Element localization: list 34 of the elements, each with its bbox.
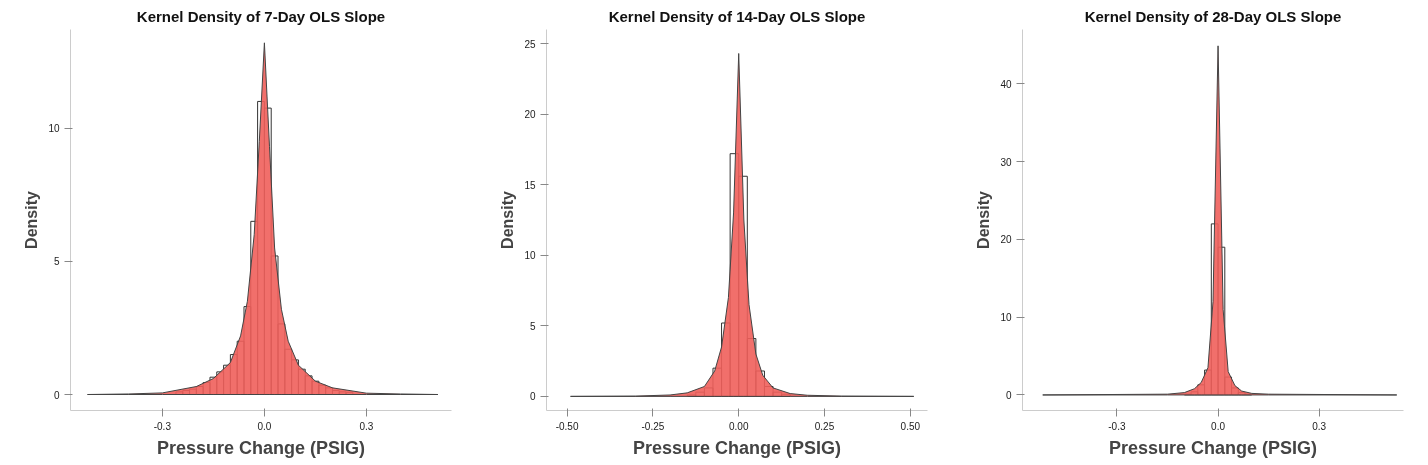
x-axis-title: Pressure Change (PSIG) [156, 437, 366, 458]
x-tick-label: 0.0 [257, 420, 272, 432]
x-tick-label: 0.00 [728, 420, 749, 432]
y-tick-label: 25 [524, 38, 536, 50]
x-axis-title: Pressure Change (PSIG) [632, 437, 842, 458]
y-tick-label: 10 [524, 250, 536, 262]
y-axis-title: Density [499, 191, 517, 249]
chart-title: Kernel Density of 14-Day OLS Slope [608, 7, 866, 25]
x-tick-label: -0.3 [1108, 420, 1126, 432]
y-tick-label: 15 [524, 179, 536, 191]
x-tick-label: 0.3 [1312, 420, 1327, 432]
y-tick-label: 0 [529, 391, 536, 403]
y-axis-title: Density [975, 191, 993, 249]
x-axis-title: Pressure Change (PSIG) [1108, 437, 1318, 458]
x-tick-label: 0.0 [1211, 420, 1226, 432]
y-tick-label: 10 [1000, 312, 1012, 324]
y-tick-label: 0 [53, 389, 60, 401]
y-tick-label: 5 [53, 256, 60, 268]
y-tick-label: 0 [1005, 389, 1012, 401]
y-tick-label: 10 [48, 123, 60, 135]
x-tick-label: 0.25 [814, 420, 835, 432]
y-tick-label: 20 [524, 109, 536, 121]
x-tick-label: -0.50 [555, 420, 579, 432]
y-tick-label: 30 [1000, 156, 1012, 168]
y-axis-title: Density [23, 191, 41, 249]
x-tick-label: 0.3 [359, 420, 374, 432]
y-tick-label: 40 [1000, 78, 1012, 90]
y-tick-label: 5 [529, 320, 536, 332]
x-tick-label: -0.3 [153, 420, 172, 432]
y-tick-label: 20 [1000, 234, 1012, 246]
chart-title: Kernel Density of 7-Day OLS Slope [136, 7, 386, 25]
x-tick-label: -0.25 [641, 420, 665, 432]
x-tick-label: 0.50 [900, 420, 921, 432]
chart-title: Kernel Density of 28-Day OLS Slope [1084, 7, 1342, 25]
